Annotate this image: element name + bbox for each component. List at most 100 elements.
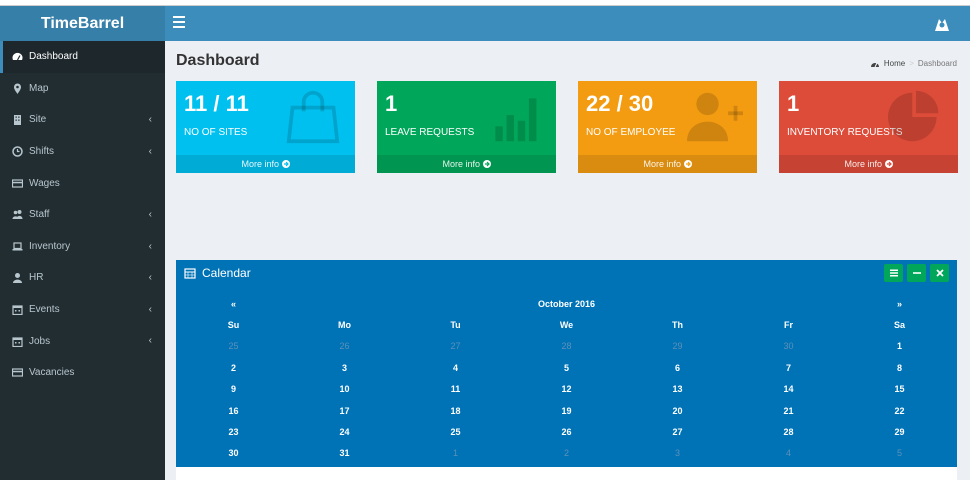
calendar-day[interactable]: 12 xyxy=(561,384,572,395)
sidebar-item-jobs[interactable]: Jobs ‹ xyxy=(0,325,165,357)
calendar-day[interactable]: 1 xyxy=(896,341,902,352)
calendar-day[interactable]: 4 xyxy=(785,448,791,459)
chevron-left-icon: ‹ xyxy=(148,272,152,284)
calendar-day[interactable]: 27 xyxy=(672,427,683,438)
calendar-day[interactable]: 1 xyxy=(452,448,458,459)
sidebar-item-label: Wages xyxy=(29,177,60,189)
user-menu-icon[interactable] xyxy=(932,14,952,34)
sidebar-toggle-icon[interactable] xyxy=(173,16,185,30)
calendar-day[interactable]: 4 xyxy=(452,362,458,373)
calendar-day[interactable]: 6 xyxy=(674,362,680,373)
calendar-header: Calendar xyxy=(176,260,957,286)
calendar-day[interactable]: 2 xyxy=(563,448,569,459)
calendar-icon xyxy=(184,268,196,279)
calendar-day[interactable]: 21 xyxy=(783,405,794,416)
arrow-circle-right-icon xyxy=(683,160,692,168)
calendar-day[interactable]: 26 xyxy=(561,427,572,438)
calendar-day[interactable]: 29 xyxy=(672,341,683,352)
sidebar-item-site[interactable]: Site ‹ xyxy=(0,104,165,136)
calendar-day[interactable]: 14 xyxy=(783,384,794,395)
clock-icon xyxy=(12,146,23,157)
pie-chart-icon xyxy=(888,90,939,142)
calendar-day[interactable]: 22 xyxy=(894,405,905,416)
calendar-day[interactable]: 30 xyxy=(228,448,239,459)
stat-value: 1 xyxy=(787,91,800,116)
sidebar-item-staff[interactable]: Staff ‹ xyxy=(0,199,165,231)
sidebar-item-events[interactable]: Events ‹ xyxy=(0,294,165,326)
calendar-day[interactable]: 26 xyxy=(339,341,350,352)
more-info-label: More info xyxy=(442,159,480,169)
calendar-day[interactable]: 18 xyxy=(450,405,461,416)
sidebar-item-label: Vacancies xyxy=(29,367,75,379)
more-info-link[interactable]: More info xyxy=(377,155,556,173)
calendar-day[interactable]: 28 xyxy=(561,341,572,352)
arrow-circle-right-icon xyxy=(482,160,491,168)
calendar-day[interactable]: 3 xyxy=(674,448,680,459)
calendar-week-row: 25 26 27 28 29 30 1 xyxy=(178,336,955,357)
calendar-week-row: 16 17 18 19 20 21 22 xyxy=(178,400,955,421)
calendar-day[interactable]: 17 xyxy=(339,405,350,416)
stat-label: LEAVE REQUESTS xyxy=(385,127,475,138)
calendar-day[interactable]: 27 xyxy=(450,341,461,352)
weekday-label: Th xyxy=(672,320,683,331)
calendar-day[interactable]: 19 xyxy=(561,405,572,416)
calendar-day[interactable]: 25 xyxy=(450,427,461,438)
stat-box-inventory-requests: 1 INVENTORY REQUESTS More info xyxy=(779,81,958,173)
calendar-day[interactable]: 29 xyxy=(894,427,905,438)
calendar-panel: Calendar «October 2016» Su Mo Tu We Th Fr Sa 25 2… xyxy=(176,260,957,467)
more-info-link[interactable]: More info xyxy=(779,155,958,173)
sidebar-item-label: Inventory xyxy=(29,240,71,252)
calendar-day[interactable]: 11 xyxy=(450,384,461,395)
calendar-day[interactable]: 13 xyxy=(672,384,683,395)
calendar-icon xyxy=(12,337,23,347)
breadcrumb-home[interactable]: Home xyxy=(883,59,906,68)
calendar-remove-button[interactable] xyxy=(930,264,949,282)
calendar-week-row: 2 3 4 5 6 7 8 xyxy=(178,357,955,378)
calendar-day[interactable]: 7 xyxy=(785,362,791,373)
calendar-day[interactable]: 15 xyxy=(894,384,905,395)
calendar-day[interactable]: 30 xyxy=(783,341,794,352)
sidebar-item-shifts[interactable]: Shifts ‹ xyxy=(0,136,165,168)
sidebar-item-map[interactable]: Map xyxy=(0,73,165,105)
minus-icon xyxy=(912,272,921,274)
weekday-label: Tu xyxy=(450,320,461,331)
more-info-label: More info xyxy=(844,159,882,169)
sidebar-item-dashboard[interactable]: Dashboard xyxy=(0,41,165,73)
calendar-day[interactable]: 28 xyxy=(783,427,794,438)
calendar-week-row: 23 24 25 26 27 28 29 xyxy=(178,421,955,442)
close-icon xyxy=(935,269,944,277)
more-info-link[interactable]: More info xyxy=(578,155,757,173)
prev-month-button[interactable]: « xyxy=(230,298,236,309)
calendar-day[interactable]: 2 xyxy=(230,362,236,373)
calendar-day[interactable]: 16 xyxy=(228,405,239,416)
calendar-day[interactable]: 10 xyxy=(339,384,350,395)
calendar-day[interactable]: 24 xyxy=(339,427,350,438)
next-month-button[interactable]: » xyxy=(896,298,902,309)
calendar-day[interactable]: 25 xyxy=(228,341,239,352)
sidebar-item-hr[interactable]: HR ‹ xyxy=(0,262,165,294)
sidebar-item-label: Events xyxy=(29,304,60,316)
user-plus-icon xyxy=(687,92,743,142)
calendar-day[interactable]: 3 xyxy=(341,362,347,373)
sidebar-item-inventory[interactable]: Inventory ‹ xyxy=(0,231,165,263)
map-marker-icon xyxy=(14,83,21,94)
calendar-day[interactable]: 20 xyxy=(672,405,683,416)
more-info-link[interactable]: More info xyxy=(176,155,355,173)
calendar-day[interactable]: 23 xyxy=(228,427,239,438)
calendar-month-title[interactable]: October 2016 xyxy=(537,298,596,309)
sidebar-item-wages[interactable]: Wages xyxy=(0,167,165,199)
sidebar-item-label: Dashboard xyxy=(29,51,78,63)
calendar-collapse-button[interactable] xyxy=(907,264,926,282)
calendar-tools xyxy=(884,264,949,282)
stat-box-no-of-employee: 22 / 30 NO OF EMPLOYEE More info xyxy=(578,81,757,173)
calendar-day[interactable]: 5 xyxy=(896,448,902,459)
sidebar-item-vacancies[interactable]: Vacancies xyxy=(0,357,165,389)
browser-top-strip xyxy=(0,0,970,6)
calendar-day[interactable]: 8 xyxy=(896,362,902,373)
calendar-menu-button[interactable] xyxy=(884,264,903,282)
brand-logo[interactable]: TimeBarrel xyxy=(0,6,165,41)
calendar-day[interactable]: 5 xyxy=(563,362,569,373)
stat-value: 11 / 11 xyxy=(184,91,249,116)
calendar-day[interactable]: 9 xyxy=(230,384,236,395)
calendar-day[interactable]: 31 xyxy=(339,448,350,459)
